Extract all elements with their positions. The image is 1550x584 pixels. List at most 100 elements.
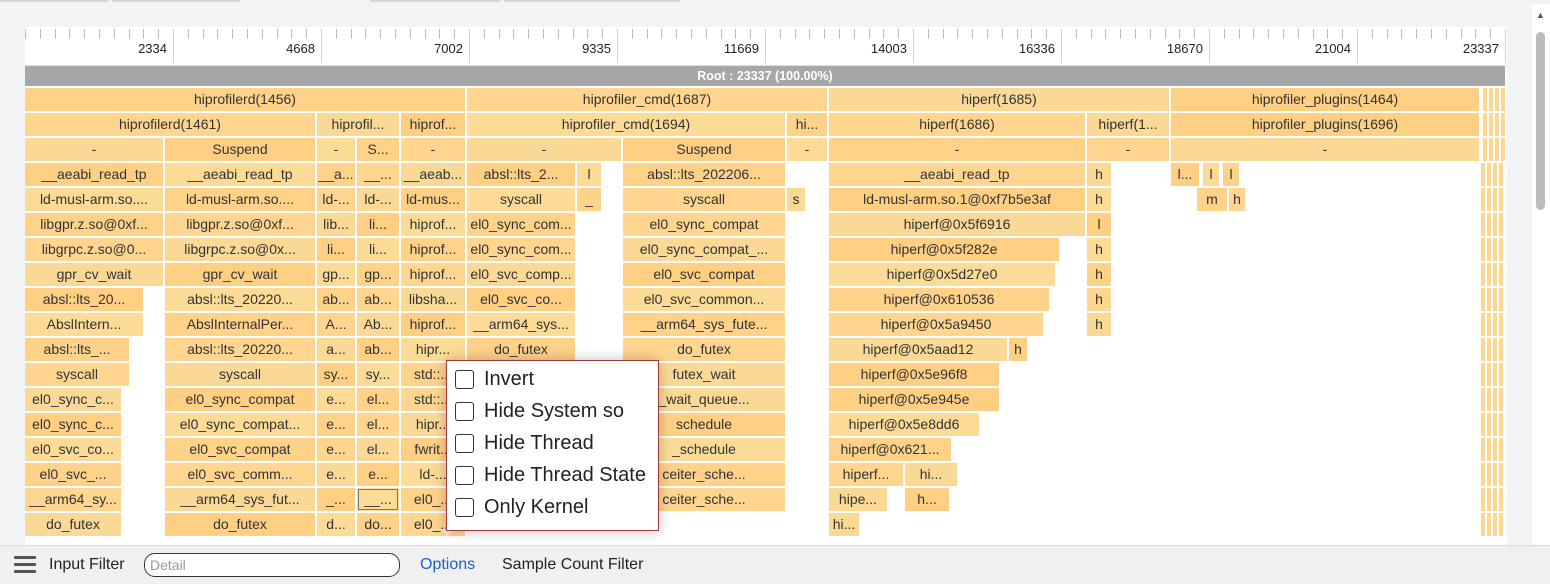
flame-frame[interactable]: do_futex — [623, 338, 785, 361]
flame-frame[interactable]: __aeabi_read_tp — [165, 163, 315, 186]
flame-frame[interactable]: absl::lts_20220... — [165, 338, 315, 361]
flame-frame[interactable]: do_futex — [467, 338, 575, 361]
flame-frame[interactable]: l — [577, 163, 601, 186]
flame-frame[interactable]: hiprof... — [401, 313, 465, 336]
flame-sliver[interactable] — [1481, 188, 1485, 211]
flame-frame[interactable]: el... — [357, 438, 399, 461]
sample-count-filter-button[interactable]: Sample Count Filter — [502, 556, 644, 573]
flame-frame[interactable]: el... — [357, 413, 399, 436]
flame-frame[interactable]: - — [317, 138, 355, 161]
flame-sliver[interactable] — [1487, 163, 1491, 186]
flame-frame[interactable]: absl::lts_202206... — [623, 163, 785, 186]
flame-frame[interactable]: el0_sync_com... — [467, 213, 575, 236]
flame-sliver[interactable] — [1499, 313, 1503, 336]
flame-frame[interactable]: hipr... — [401, 338, 465, 361]
flame-frame[interactable]: li... — [357, 213, 399, 236]
flame-frame[interactable]: h — [1087, 288, 1111, 311]
flame-frame[interactable]: el0_svc_compat — [623, 263, 785, 286]
flame-frame[interactable]: gpr_cv_wait — [25, 263, 163, 286]
flame-sliver[interactable] — [1493, 513, 1497, 536]
flame-frame[interactable]: hiprofiler_plugins(1696) — [1171, 113, 1479, 136]
flame-frame[interactable]: sy... — [357, 363, 399, 386]
flame-frame[interactable]: _wait_queue... — [623, 388, 785, 411]
flame-sliver[interactable] — [1493, 438, 1497, 461]
flame-frame[interactable]: __aeab... — [401, 163, 465, 186]
flame-frame[interactable]: gp... — [357, 263, 399, 286]
flame-sliver[interactable] — [1487, 363, 1491, 386]
flame-frame[interactable]: ld-... — [357, 188, 399, 211]
flame-frame[interactable]: l — [1087, 213, 1111, 236]
flame-frame[interactable]: ld-musl-arm.so.... — [25, 188, 163, 211]
flame-frame[interactable]: hiprofil... — [317, 113, 399, 136]
flame-sliver[interactable] — [1481, 438, 1485, 461]
flame-frame[interactable]: d... — [317, 513, 355, 536]
flame-frame[interactable]: hi... — [787, 113, 827, 136]
flame-sliver[interactable] — [1499, 163, 1503, 186]
flame-frame[interactable]: l — [1223, 163, 1239, 186]
flame-frame[interactable]: el0_svc_common... — [623, 288, 785, 311]
vertical-scrollbar[interactable]: ▲ — [1532, 4, 1550, 545]
flame-frame[interactable]: __arm64_sy... — [25, 488, 121, 511]
flame-sliver[interactable] — [1481, 388, 1485, 411]
flame-frame[interactable]: hiperf(1686) — [829, 113, 1085, 136]
option-hide-system-so[interactable]: Hide System so — [455, 397, 624, 425]
flame-sliver[interactable] — [1481, 488, 1485, 511]
checkbox[interactable] — [455, 497, 474, 517]
flame-frame[interactable]: hiperf(1... — [1087, 113, 1169, 136]
flame-frame[interactable]: el0_sync_com... — [467, 238, 575, 261]
options-button[interactable]: Options — [420, 556, 476, 573]
flame-frame[interactable]: __... — [357, 163, 399, 186]
flame-frame[interactable]: A... — [317, 313, 355, 336]
hamburger-menu-icon[interactable] — [14, 556, 36, 574]
flame-sliver[interactable] — [1493, 363, 1497, 386]
flame-frame[interactable]: _... — [317, 488, 355, 511]
flame-sliver[interactable] — [1483, 113, 1487, 136]
flame-frame[interactable]: __aeabi_read_tp — [829, 163, 1085, 186]
flame-sliver[interactable] — [1499, 413, 1503, 436]
flame-chart[interactable]: 2334 4668 7002 9335 11669 14003 16336 18670 2100… — [25, 27, 1507, 545]
flame-frame[interactable]: libgpr.z.so@0xf... — [165, 213, 315, 236]
flame-frame[interactable]: hiperf@0x5e96f8 — [829, 363, 999, 386]
flame-frame[interactable]: absl::lts_2... — [467, 163, 575, 186]
flame-sliver[interactable] — [1499, 388, 1503, 411]
flame-frame[interactable]: hiperf@0x5e8dd6 — [829, 413, 979, 436]
flame-frame[interactable]: el0_svc_... — [25, 463, 121, 486]
flame-frame[interactable]: hiperf@0x5e945e — [829, 388, 999, 411]
flame-sliver[interactable] — [1487, 313, 1491, 336]
flame-sliver[interactable] — [1487, 238, 1491, 261]
flame-sliver[interactable] — [1493, 213, 1497, 236]
flame-frame[interactable]: hiperf@0x621... — [829, 438, 951, 461]
flame-frame[interactable]: m — [1197, 188, 1227, 211]
flame-frame[interactable]: ld-mus... — [401, 188, 465, 211]
flame-frame[interactable]: hiprofiler_cmd(1694) — [467, 113, 785, 136]
flame-frame[interactable]: hi... — [829, 513, 859, 536]
flame-frame[interactable]: ab... — [317, 288, 355, 311]
flame-sliver[interactable] — [1481, 288, 1485, 311]
flame-frame[interactable]: el0_sync_compat — [165, 388, 315, 411]
flame-sliver[interactable] — [1499, 513, 1503, 536]
flame-sliver[interactable] — [1481, 313, 1485, 336]
detail-input[interactable] — [144, 553, 400, 577]
flame-sliver[interactable] — [1493, 288, 1497, 311]
flame-sliver[interactable] — [1489, 113, 1493, 136]
flame-frame[interactable]: e... — [317, 388, 355, 411]
flame-frame[interactable]: syscall — [165, 363, 315, 386]
flame-frame[interactable]: __aeabi_read_tp — [25, 163, 163, 186]
flame-frame[interactable]: h — [1087, 238, 1111, 261]
checkbox[interactable] — [455, 465, 474, 485]
flame-frame[interactable]: ab... — [357, 338, 399, 361]
flame-sliver[interactable] — [1495, 138, 1499, 161]
flame-frame[interactable]: l... — [1171, 163, 1199, 186]
tab[interactable] — [112, 0, 240, 2]
flame-frame[interactable]: absl::lts_20220... — [165, 288, 315, 311]
flame-frame[interactable]: AbslInternalPer... — [165, 313, 315, 336]
flame-frame[interactable]: gp... — [317, 263, 355, 286]
flame-frame[interactable]: libgrpc.z.so@0x... — [165, 238, 315, 261]
flame-sliver[interactable] — [1493, 488, 1497, 511]
flame-frame[interactable]: el0_sync_c... — [25, 413, 121, 436]
flame-sliver[interactable] — [1481, 513, 1485, 536]
flame-sliver[interactable] — [1487, 338, 1491, 361]
flame-frame[interactable]: libsha... — [401, 288, 465, 311]
checkbox[interactable] — [455, 433, 474, 453]
flame-sliver[interactable] — [1487, 463, 1491, 486]
